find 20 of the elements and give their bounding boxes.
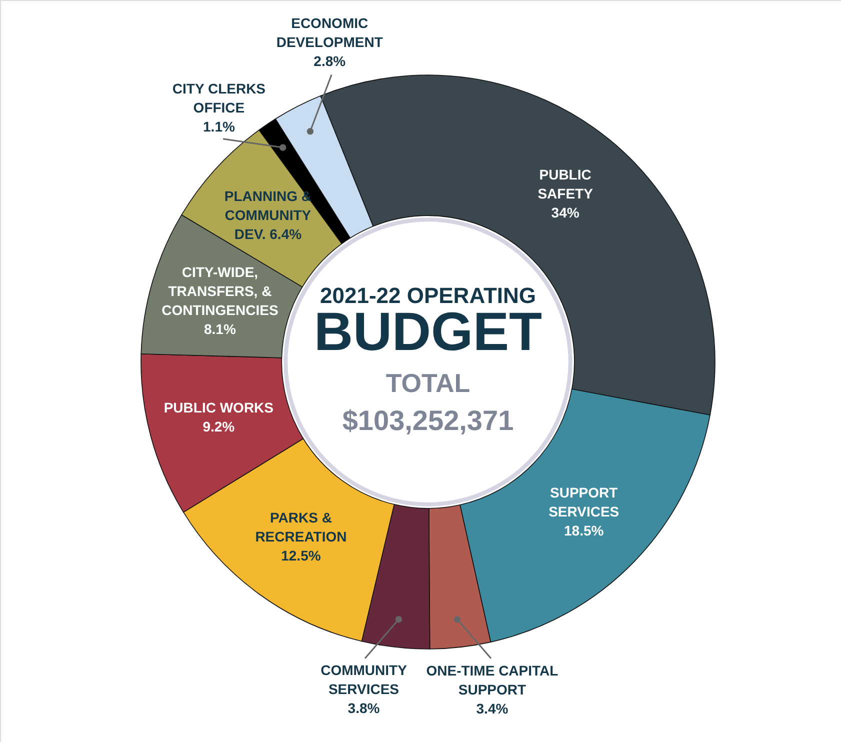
slice-label: PUBLIC SAFETY <box>538 166 594 202</box>
data-label: 3.4% <box>476 700 509 716</box>
slice-label: CITY CLERKS OFFICE <box>172 80 266 116</box>
slice-label: ECONOMIC DEVELOPMENT <box>276 15 384 50</box>
text: TOTAL <box>386 368 470 398</box>
slice-label: ONE-TIME CAPITAL SUPPORT <box>426 662 559 698</box>
data-label: 2.8% <box>314 53 346 70</box>
data-label: 3.8% <box>348 700 380 716</box>
data-label: 9.2% <box>202 418 236 434</box>
slice-label: SUPPORT SERVICES <box>548 484 620 520</box>
slice-label: PUBLIC WORKS <box>164 399 274 416</box>
data-label: 1.1% <box>203 118 236 134</box>
text: $103,252,371 <box>342 405 514 436</box>
slice-label: COMMUNITY SERVICES <box>320 662 408 698</box>
data-label: 12.5% <box>281 548 322 564</box>
data-label: 34% <box>551 204 580 220</box>
slice-label: CITY-WIDE, TRANSFERS, & CONTINGENCIES <box>162 264 278 318</box>
data-label: 8.1% <box>204 320 236 337</box>
slice-label: PARKS & RECREATION <box>255 510 347 545</box>
data-label: 18.5% <box>564 522 604 539</box>
